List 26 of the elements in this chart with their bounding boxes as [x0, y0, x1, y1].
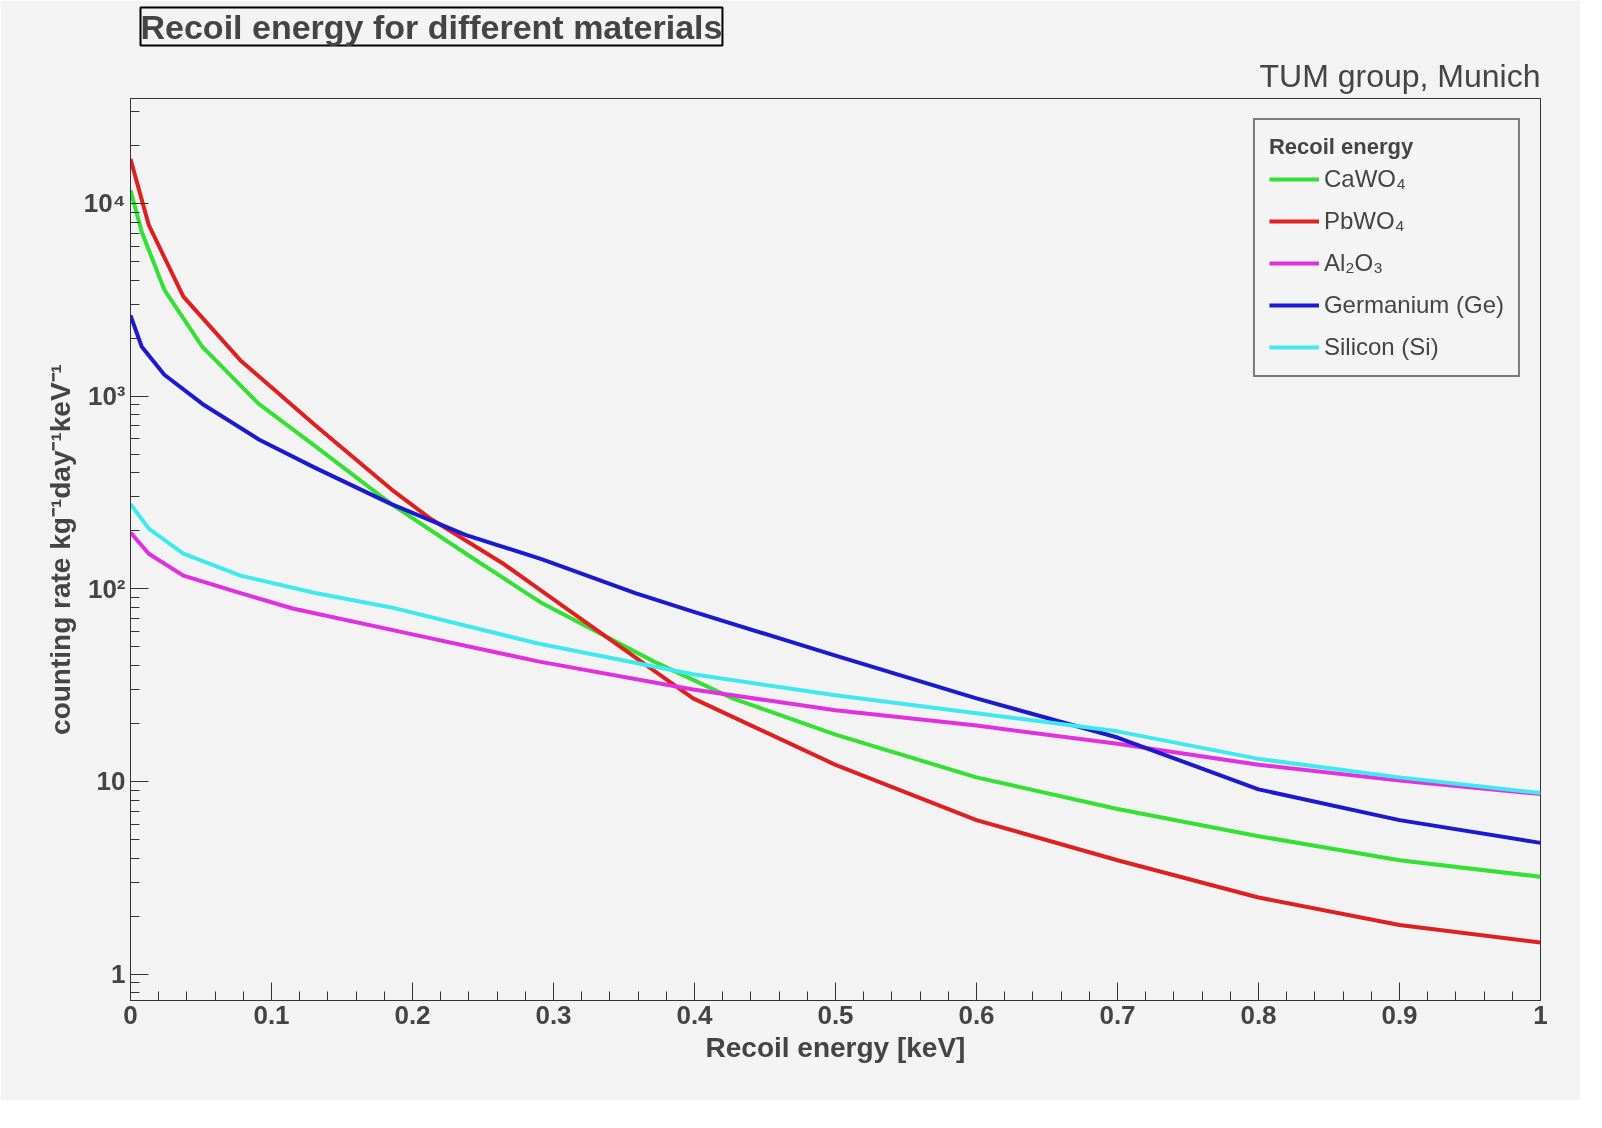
x-tick-label: 0.1	[253, 999, 290, 1030]
x-tick-label: 0.8	[1240, 999, 1277, 1030]
x-tick-label: 0.9	[1381, 999, 1418, 1030]
x-tick-label: 0.3	[535, 999, 572, 1030]
x-tick-label: 0.7	[1099, 999, 1136, 1030]
legend-label: Al₂O₃	[1323, 249, 1384, 277]
text: TUM group, Munich	[1259, 57, 1541, 94]
legend-title: Recoil energy	[1268, 134, 1415, 160]
x-axis-title: Recoil energy [keV]	[705, 1031, 966, 1063]
x-tick-label: 1	[1533, 999, 1548, 1030]
y-tick-label: 10⁴	[83, 188, 126, 219]
y-tick-label: 10³	[87, 381, 126, 412]
y-tick-label: 10	[96, 766, 126, 797]
x-tick-label: 0.2	[394, 999, 431, 1030]
x-tick-label: 0	[123, 999, 138, 1030]
x-tick-label: 0.6	[958, 999, 995, 1030]
chart-title: Recoil energy for different materials	[140, 7, 723, 46]
legend-label: Germanium (Ge)	[1323, 291, 1504, 319]
y-axis-title: counting rate kg⁻¹day⁻¹keV⁻¹	[44, 364, 76, 735]
x-tick-label: 0.4	[676, 999, 714, 1030]
legend-label: PbWO₄	[1323, 207, 1405, 235]
y-tick-label: 10²	[87, 573, 126, 604]
legend-label: Silicon (Si)	[1323, 333, 1439, 361]
x-tick-label: 0.5	[817, 999, 854, 1030]
y-tick-label: 1	[111, 959, 126, 990]
legend-label: CaWO₄	[1323, 165, 1406, 193]
